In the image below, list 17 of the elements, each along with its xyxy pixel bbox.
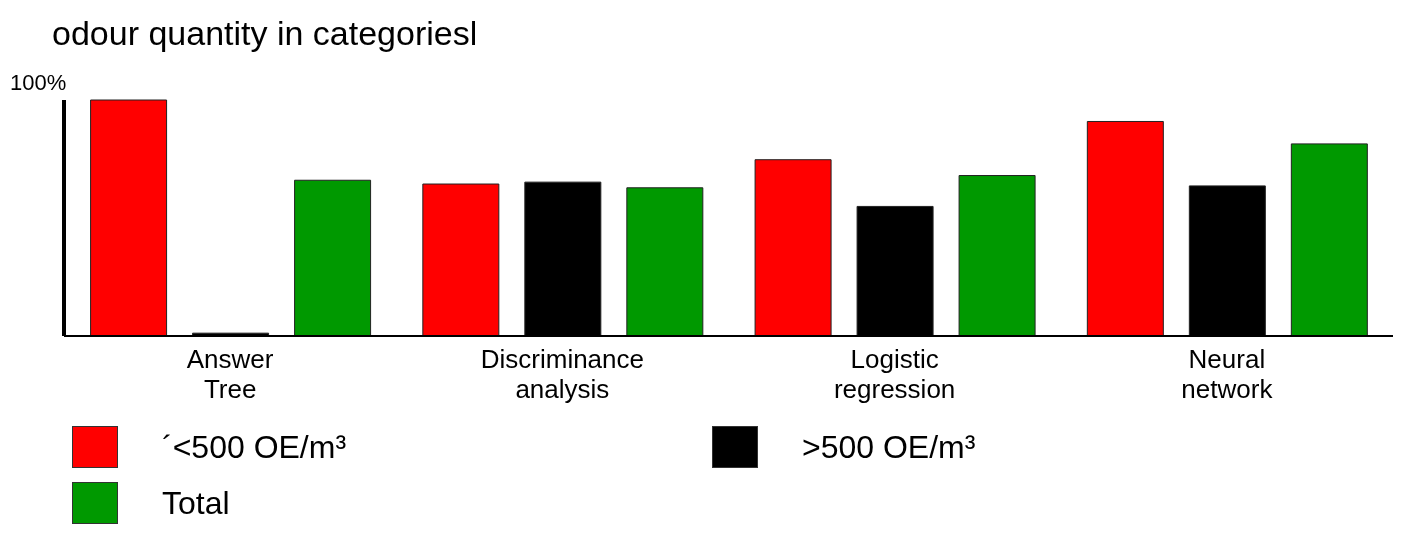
bar	[1086, 120, 1164, 337]
bar	[958, 175, 1036, 337]
bar	[90, 99, 168, 337]
bar	[626, 187, 704, 337]
bar	[422, 183, 500, 337]
x-tick-label: Discriminance analysis	[480, 344, 645, 404]
text: 100%	[9, 70, 68, 96]
x-tick-label: Logistic regression	[833, 344, 956, 404]
bar	[294, 179, 372, 337]
legend-label: ´<500 OE/m³	[162, 428, 347, 466]
bar	[1290, 143, 1368, 337]
legend-label: Total	[162, 484, 230, 522]
bar	[754, 159, 832, 337]
legend-label: >500 OE/m³	[802, 428, 976, 466]
x-tick-label: Neural network	[1181, 344, 1274, 404]
x-tick-label: Answer Tree	[186, 344, 274, 404]
chart-title: odour quantity in categoriesl	[51, 13, 479, 54]
